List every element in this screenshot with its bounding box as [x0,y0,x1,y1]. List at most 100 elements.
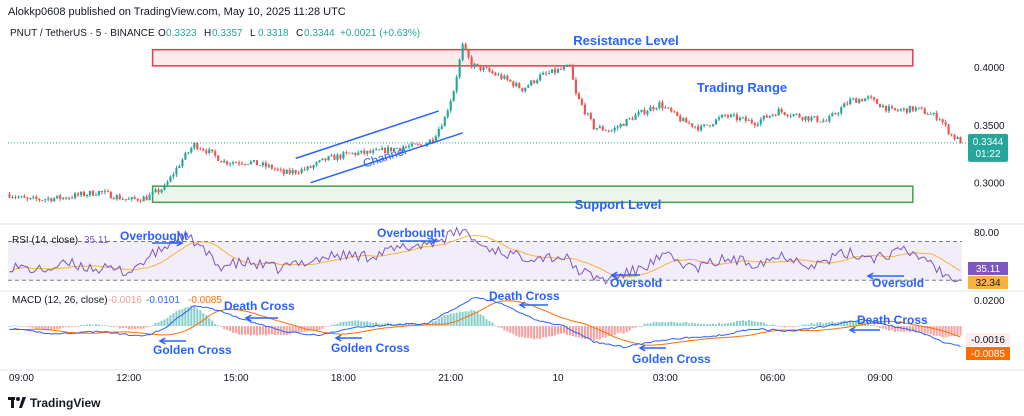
candle-body [193,142,196,149]
candle [911,106,914,112]
candle [834,112,837,115]
candle-body [324,158,327,161]
candle-body [443,116,446,127]
candle [306,165,309,172]
candle [494,71,497,76]
macd-histogram-bar [574,326,577,337]
candle-body [133,197,136,199]
macd-histogram-bar [622,326,625,334]
candle [717,115,721,122]
candle-body [890,106,894,109]
candle [479,64,482,72]
candle [145,194,148,201]
macd-histogram-bar [804,324,807,327]
macd-histogram-bar [26,326,29,327]
channel-label: Channel [361,143,408,170]
candle-body [872,97,876,100]
candle-body [375,149,378,151]
candle-body [720,114,724,118]
macd-histogram-bar [548,326,551,337]
macd-histogram-bar [694,323,697,327]
tradingview-footer[interactable]: TradingView [8,396,100,410]
macd-histogram-bar [372,323,375,327]
candle [867,95,870,101]
macd-histogram-bar [17,325,20,327]
candle [565,64,569,67]
candle [732,112,736,118]
macd-histogram-bar [619,326,622,333]
candle [610,129,613,132]
macd-legend-macd: -0.0101 [146,295,180,306]
macd-histogram-bar [893,326,896,332]
candle-body [82,192,86,196]
candle-body [932,112,935,115]
candle-body [568,65,572,66]
candle-body [473,63,476,67]
macd-histogram-bar [747,320,750,327]
macd-histogram-bar [157,322,160,327]
candle-body [533,80,536,83]
macd-histogram-bar [849,320,852,327]
candle-body [68,197,71,199]
macd-histogram-bar [455,312,458,327]
candle [121,196,124,201]
candle [413,143,417,145]
candle [789,113,792,119]
candle [163,183,166,191]
candle-body [744,117,747,121]
candle [71,195,74,200]
macd-histogram-bar [726,323,730,327]
macd-histogram-bar [8,326,11,327]
candle-body [11,197,14,198]
candle [744,115,747,123]
macd-histogram-bar [85,324,89,327]
candle [485,65,488,69]
macd-histogram-bar [249,326,253,336]
candle [157,187,160,195]
candle [706,124,709,126]
candle [309,165,312,169]
macd-histogram-bar [816,322,819,327]
candle-body [470,57,473,67]
candle [258,164,261,167]
candle [649,105,652,112]
macd-histogram-bar [246,326,250,335]
candle-body [366,150,369,154]
candle-body [935,112,938,120]
macd-histogram-bar [106,325,109,327]
candle-body [115,195,118,200]
macd-histogram-bar [655,321,658,327]
candle [407,143,411,150]
macd-histogram-bar [294,326,297,333]
macd-histogram-bar [398,323,402,327]
candle [607,129,610,133]
macd-histogram-bar [920,326,923,333]
candle-body [759,119,762,125]
candle [136,198,139,203]
candle [79,191,83,198]
candle [384,147,387,156]
macd-histogram-bar [488,321,491,327]
macd-histogram-bar [187,307,190,327]
macd-histogram-bar [127,326,130,330]
candle [360,150,363,155]
candle [142,195,145,202]
macd-histogram-bar [712,323,715,327]
candle-body [789,115,792,117]
macd-histogram-bar [562,326,566,334]
candle-body [810,117,813,121]
candle [476,63,479,66]
macd-histogram-bar [700,323,703,327]
candle [342,150,345,160]
macd-histogram-bar [366,321,369,327]
candle-body [586,113,589,115]
candle-body [151,191,154,195]
candle [536,78,539,85]
macd-signal-line [9,300,961,346]
support-label: Support Level [575,197,662,212]
candle-body [234,162,238,164]
macd-histogram-bar [703,323,706,327]
macd-histogram-bar [753,321,756,327]
candle [819,121,822,123]
